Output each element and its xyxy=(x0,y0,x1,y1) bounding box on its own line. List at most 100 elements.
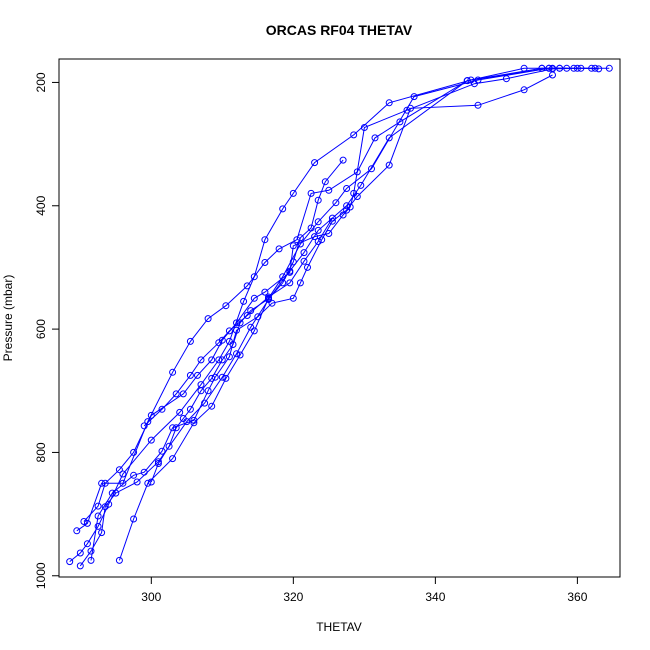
data-point xyxy=(304,263,311,271)
data-point xyxy=(243,282,251,290)
data-point xyxy=(147,436,155,444)
data-point xyxy=(179,415,187,422)
data-point xyxy=(101,479,109,487)
data-point xyxy=(250,294,258,302)
data-point xyxy=(94,522,102,530)
data-point xyxy=(318,236,326,244)
data-point xyxy=(140,468,148,476)
data-point xyxy=(208,356,216,364)
data-point xyxy=(154,460,162,467)
data-point xyxy=(130,515,138,523)
data-point xyxy=(133,478,141,486)
data-point xyxy=(215,339,223,347)
data-point xyxy=(556,64,564,72)
data-point xyxy=(73,527,81,535)
data-point xyxy=(190,419,198,427)
data-point xyxy=(119,479,127,487)
data-point xyxy=(233,319,240,327)
series-1 xyxy=(66,64,613,566)
data-point xyxy=(247,307,255,315)
data-point xyxy=(261,259,269,266)
data-point xyxy=(385,99,393,107)
data-point xyxy=(194,371,201,379)
data-point xyxy=(98,479,106,487)
data-point xyxy=(279,205,287,213)
data-point xyxy=(371,134,379,142)
data-point xyxy=(605,64,613,72)
series-line xyxy=(143,217,333,427)
y-axis: 200 400 600 800 1000 xyxy=(34,72,59,589)
data-point xyxy=(115,466,123,474)
data-point xyxy=(94,512,102,520)
data-point xyxy=(300,249,308,257)
data-point xyxy=(595,65,603,73)
data-point xyxy=(158,447,166,455)
data-point xyxy=(343,185,351,192)
data-point xyxy=(172,424,180,432)
data-point xyxy=(229,341,237,348)
data-point xyxy=(222,302,230,310)
data-point xyxy=(201,399,209,407)
chart-title: ORCAS RF04 THETAV xyxy=(266,22,413,38)
data-point xyxy=(474,101,482,109)
data-point xyxy=(545,64,553,72)
series-2 xyxy=(73,64,599,535)
data-point xyxy=(396,118,404,126)
data-point xyxy=(314,238,322,245)
data-point xyxy=(549,71,556,79)
data-point xyxy=(250,327,258,335)
y-axis-label: Pressure (mbar) xyxy=(1,275,15,362)
x-tick-label: 360 xyxy=(567,590,587,604)
data-point xyxy=(140,422,148,430)
data-point xyxy=(314,226,322,234)
data-point xyxy=(360,124,368,131)
y-tick-label: 600 xyxy=(34,319,48,339)
data-point xyxy=(353,193,361,200)
data-point xyxy=(275,245,283,253)
x-tick-label: 320 xyxy=(283,590,303,604)
data-point xyxy=(158,405,166,413)
data-point xyxy=(385,134,393,142)
y-tick-label: 400 xyxy=(34,195,48,215)
data-point xyxy=(311,159,319,167)
series-line xyxy=(118,67,560,561)
data-point xyxy=(165,442,173,450)
series-3 xyxy=(76,64,571,570)
data-point xyxy=(222,374,230,382)
data-point xyxy=(169,368,177,376)
data-point xyxy=(83,540,91,548)
data-point xyxy=(186,337,194,345)
data-point xyxy=(307,224,315,232)
data-point xyxy=(314,196,322,204)
data-point xyxy=(289,294,297,302)
series-line xyxy=(76,67,596,532)
x-axis-label: THETAV xyxy=(316,620,362,634)
data-point xyxy=(144,479,152,487)
data-point xyxy=(243,312,251,319)
y-tick-label: 1000 xyxy=(34,562,48,589)
data-point xyxy=(208,402,216,410)
series-5 xyxy=(87,71,556,564)
data-point xyxy=(474,76,482,84)
series-8 xyxy=(140,214,336,430)
series-4 xyxy=(80,64,603,525)
data-point xyxy=(76,562,84,570)
data-point xyxy=(385,161,393,169)
data-point xyxy=(218,356,226,364)
data-point xyxy=(179,390,187,398)
data-point xyxy=(236,319,244,327)
data-point xyxy=(204,315,212,323)
data-point xyxy=(339,156,347,164)
data-point xyxy=(94,502,102,510)
data-point xyxy=(296,279,304,287)
data-point xyxy=(314,218,322,226)
data-point xyxy=(279,279,287,287)
data-point xyxy=(186,371,194,379)
y-tick-label: 800 xyxy=(34,442,48,462)
x-tick-label: 340 xyxy=(425,590,445,604)
series-line xyxy=(83,67,599,522)
series-line xyxy=(90,74,553,561)
data-point xyxy=(119,470,127,478)
x-axis: 300 320 340 360 xyxy=(141,577,588,604)
